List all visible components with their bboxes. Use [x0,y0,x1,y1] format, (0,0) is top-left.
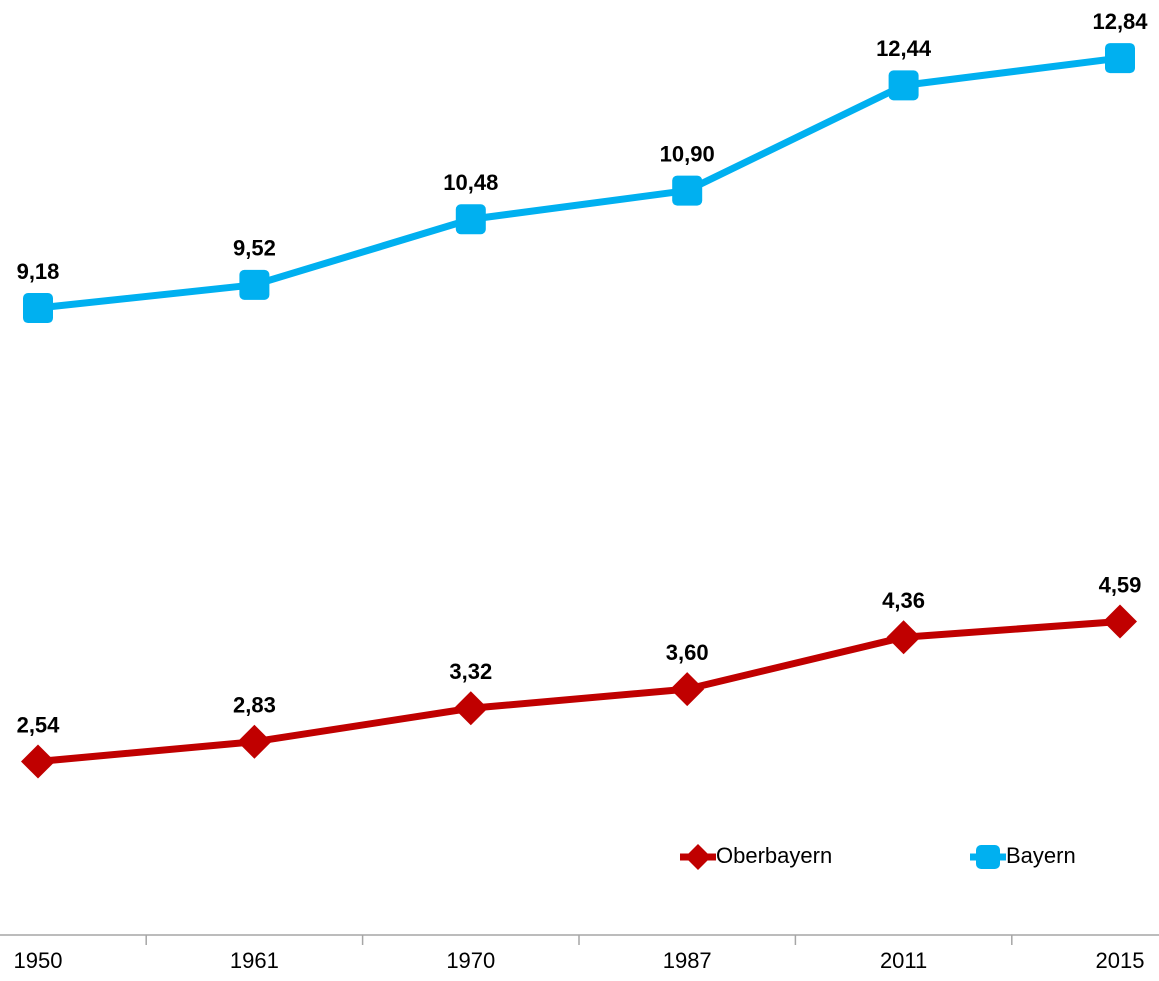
legend-label: Oberbayern [716,843,832,868]
x-tick-label: 1970 [446,948,495,973]
marker [23,293,53,324]
data-label: 9,52 [233,236,276,261]
data-label: 3,32 [449,659,492,684]
legend-label: Bayern [1006,843,1076,868]
data-label: 4,59 [1099,572,1142,597]
marker [888,70,919,101]
marker [237,724,272,759]
marker [670,672,705,707]
marker [1105,43,1135,74]
marker [1103,604,1137,639]
series-line [37,618,1121,766]
data-label: 10,48 [443,170,498,195]
data-label: 10,90 [660,141,715,166]
data-label: 2,83 [233,693,276,718]
x-tick-label: 2015 [1096,948,1145,973]
data-label: 12,84 [1092,9,1148,34]
data-label: 12,44 [876,36,932,61]
marker [239,269,270,300]
data-label: 3,60 [666,640,709,665]
marker [672,175,703,206]
marker [455,204,486,235]
marker [886,620,921,655]
marker [21,744,55,779]
marker [976,845,1000,869]
data-label: 9,18 [17,259,60,284]
series-line [37,54,1121,312]
data-label: 2,54 [17,712,61,737]
data-label: 4,36 [882,588,925,613]
x-tick-label: 1961 [230,948,279,973]
x-tick-label: 1950 [14,948,63,973]
marker [453,691,488,726]
marker [685,844,711,870]
x-tick-label: 2011 [880,948,927,973]
x-tick-label: 1987 [663,948,712,973]
